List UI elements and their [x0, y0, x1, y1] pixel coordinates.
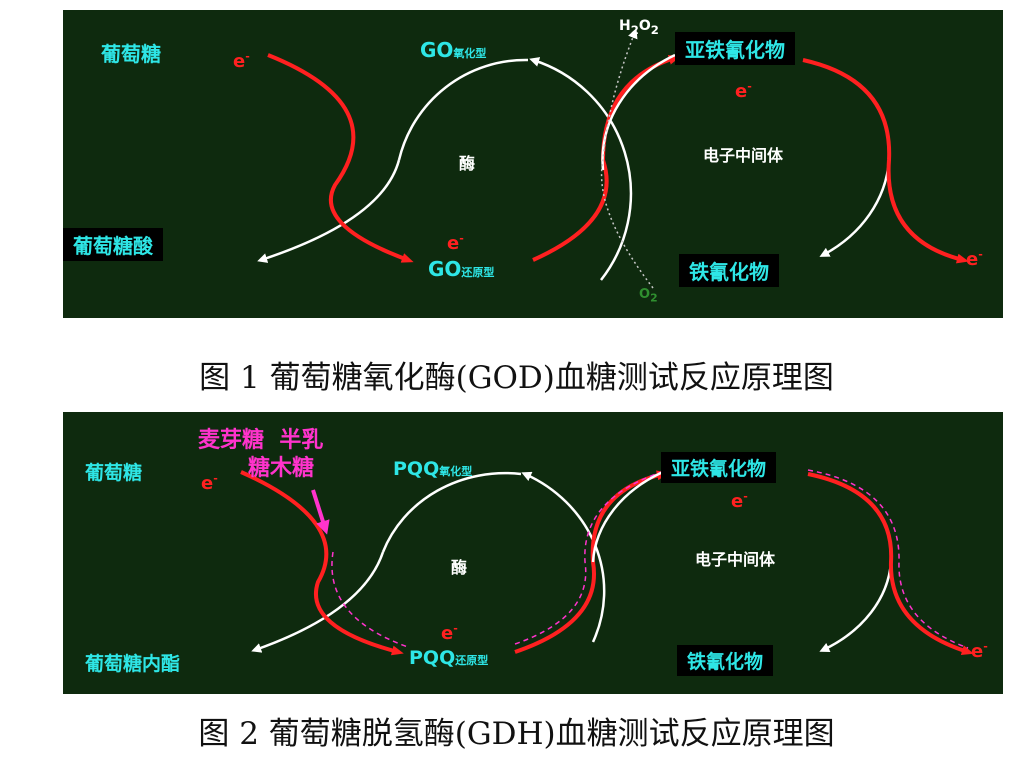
electron-label-3: e-	[731, 490, 748, 512]
interferent-pointer-arrow	[311, 489, 330, 535]
glucose-to-gluconic-arrow	[257, 159, 401, 263]
figure1-arrows-svg	[257, 28, 969, 289]
electron-flow-electrode-arrow	[807, 472, 974, 655]
figure2-arrows-svg	[240, 469, 974, 656]
enzyme-reduced-label: PQQ还原型	[409, 647, 489, 669]
electron-flow-glucose-arrow	[267, 53, 414, 263]
ferricyanide-label: 铁氰化物	[677, 645, 774, 676]
gluconolactone-label: 葡萄糖内酯	[85, 653, 181, 675]
mediator-center-label: 电子中间体	[695, 550, 776, 569]
interferent-flow-dashed-3	[807, 469, 969, 649]
interferent-sugars-line1: 麦芽糖 半乳	[198, 428, 324, 453]
figure2-diagram-panel: 葡萄糖 葡萄糖内酯 麦芽糖 半乳 糖木糖 e- e- e- e- PQQ氧化型 …	[63, 412, 1003, 694]
figure1-diagram-panel: 葡萄糖 葡萄糖酸 e- e- e- e- GO氧化型 GO还原型 酶 电子中间体…	[63, 10, 1003, 318]
mediator-cycle-arc	[601, 53, 676, 171]
mediator-cycle-arc	[591, 470, 664, 563]
gluconic-acid-label: 葡萄糖酸	[63, 228, 163, 261]
mediator-center-label: 电子中间体	[703, 146, 784, 165]
ferrocyanide-label: 亚铁氰化物	[675, 32, 795, 65]
enzyme-center-label: 酶	[459, 154, 476, 173]
electron-label-4: e-	[971, 640, 988, 662]
electron-flow-electrode-arrow	[802, 58, 969, 264]
enzyme-oxidized-label: GO氧化型	[420, 38, 487, 62]
enzyme-reduced-label: GO还原型	[428, 257, 495, 281]
electron-flow-glucose-arrow	[240, 470, 404, 656]
ferricyanide-label: 铁氰化物	[679, 254, 779, 287]
glucose-to-lactone-arrow	[251, 551, 385, 653]
figure2-caption: 图 2 葡萄糖脱氢酶(GDH)血糖测试反应原理图	[198, 716, 835, 752]
interferent-sugars-line2: 糖木糖	[248, 456, 315, 481]
figure1-caption: 图 1 葡萄糖氧化酶(GOD)血糖测试反应原理图	[199, 360, 834, 396]
enzyme-cycle-left-arc	[381, 471, 522, 553]
electron-label-1: e-	[233, 50, 250, 72]
electron-label-2: e-	[447, 232, 464, 254]
interferent-flow-dashed-2	[514, 469, 669, 645]
glucose-label: 葡萄糖	[101, 42, 161, 66]
mediator-cycle-right-arc	[819, 561, 893, 652]
o2-label: O2	[639, 287, 658, 305]
electron-flow-enzyme-arrow	[514, 470, 669, 654]
glucose-label: 葡萄糖	[85, 462, 143, 484]
mediator-cycle-right-arc	[819, 159, 891, 257]
enzyme-cycle-left-arc	[397, 58, 529, 161]
o2-path-dotted	[600, 28, 654, 289]
electron-flow-enzyme-arrow	[532, 54, 681, 262]
enzyme-oxidized-label: PQQ氧化型	[393, 458, 473, 480]
enzyme-cycle-right-arc	[529, 57, 633, 281]
electron-label-3: e-	[735, 80, 752, 102]
enzyme-center-label: 酶	[451, 558, 468, 577]
electron-label-2: e-	[441, 622, 458, 644]
ferrocyanide-label: 亚铁氰化物	[661, 452, 777, 483]
electron-label-4: e-	[966, 248, 983, 270]
electron-label-1: e-	[201, 472, 218, 494]
h2o2-label: H2O2	[619, 18, 659, 37]
